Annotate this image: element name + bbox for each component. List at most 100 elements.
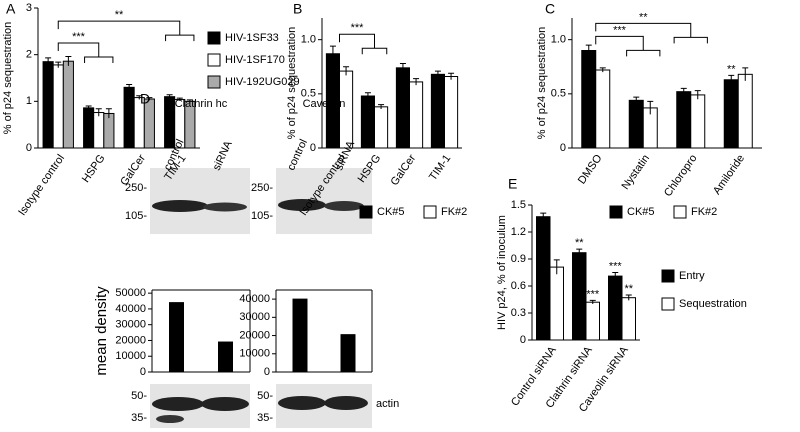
bar bbox=[581, 50, 597, 149]
y-tick-label: 20000 bbox=[239, 329, 270, 341]
significance: ** bbox=[624, 283, 633, 295]
error-bar bbox=[413, 78, 420, 86]
error-bar bbox=[448, 72, 455, 80]
bracket bbox=[57, 42, 114, 63]
bar bbox=[409, 81, 424, 149]
bar bbox=[572, 252, 587, 341]
legend-label: HIV-1SF33 bbox=[225, 32, 279, 44]
significance: ** bbox=[575, 237, 584, 249]
marker: 250- bbox=[125, 182, 147, 194]
bar bbox=[52, 64, 64, 149]
loading-control: actin bbox=[376, 398, 399, 410]
legend-swatch bbox=[207, 31, 221, 45]
annotation: ** bbox=[639, 11, 648, 23]
legend-label: Entry bbox=[679, 270, 705, 282]
error-bar bbox=[45, 57, 52, 66]
x-tick-label: TIM-1 bbox=[427, 153, 453, 183]
bar bbox=[723, 79, 739, 149]
bar bbox=[93, 112, 105, 149]
significance: *** bbox=[586, 288, 600, 300]
y-tick-label: 0 bbox=[140, 366, 146, 378]
marker: 50- bbox=[257, 390, 273, 402]
blot-band bbox=[324, 396, 368, 410]
bracket bbox=[595, 22, 708, 44]
blot-band bbox=[156, 415, 184, 423]
bar bbox=[621, 297, 636, 341]
y-tick-label: 0.9 bbox=[511, 253, 526, 265]
legend-swatch bbox=[673, 205, 687, 219]
bar bbox=[360, 95, 375, 149]
annotation: *** bbox=[72, 31, 86, 43]
blots: 250- 105- 250- 105- 50- 35- 50- 35- acti… bbox=[125, 168, 399, 428]
error-bar bbox=[105, 108, 112, 119]
y-tick-label: 0.5 bbox=[551, 88, 566, 100]
error-bar bbox=[186, 99, 193, 103]
error-bar bbox=[576, 248, 583, 257]
error-bar bbox=[728, 74, 735, 85]
bar bbox=[169, 302, 184, 373]
legend-label: CK#5 bbox=[627, 206, 655, 218]
bar bbox=[536, 216, 551, 341]
error-bar bbox=[680, 87, 687, 95]
legend-label: FK#2 bbox=[441, 206, 467, 218]
legend-swatch bbox=[661, 297, 675, 311]
bar bbox=[628, 99, 644, 149]
bar bbox=[103, 112, 115, 149]
y-tick-label: 50000 bbox=[115, 287, 146, 299]
bracket bbox=[57, 20, 195, 42]
y-tick-label: 0 bbox=[26, 142, 32, 154]
marker: 35- bbox=[257, 412, 273, 424]
y-tick-label: 40000 bbox=[239, 293, 270, 305]
bar bbox=[164, 96, 176, 149]
y-tick-label: 0 bbox=[264, 366, 270, 378]
bar bbox=[690, 94, 706, 149]
y-tick-label: 10000 bbox=[239, 348, 270, 360]
bar bbox=[218, 341, 233, 373]
y-axis-label: % of p24 sequestration bbox=[286, 27, 298, 140]
bar bbox=[42, 61, 54, 149]
error-bar bbox=[136, 95, 143, 100]
bar bbox=[62, 60, 74, 149]
blot-band bbox=[152, 397, 204, 411]
error-bar bbox=[399, 63, 406, 73]
y-tick-label: 0.6 bbox=[511, 280, 526, 292]
legend-swatch bbox=[423, 205, 437, 219]
blot-band bbox=[324, 201, 364, 211]
panel-label: B bbox=[293, 1, 302, 17]
blot-title: Caveolin bbox=[303, 98, 346, 110]
y-tick-label: 10000 bbox=[115, 350, 146, 362]
panel-label: D bbox=[140, 91, 150, 107]
error-bar bbox=[343, 66, 350, 76]
y-tick-label: 1.0 bbox=[301, 34, 316, 46]
y-tick-label: 0 bbox=[520, 334, 526, 346]
error-bar bbox=[589, 299, 596, 304]
marker: 250- bbox=[251, 182, 273, 194]
blot-band bbox=[201, 397, 249, 411]
bar bbox=[737, 73, 753, 149]
y-tick-label: 1 bbox=[26, 95, 32, 107]
legend-label: Sequestration bbox=[679, 298, 747, 310]
legend-swatch bbox=[359, 205, 373, 219]
legend-swatch bbox=[207, 75, 221, 89]
bar bbox=[676, 91, 692, 149]
legend-swatch bbox=[207, 53, 221, 67]
x-tick-label: control bbox=[285, 137, 310, 172]
bar bbox=[608, 275, 623, 341]
x-tick-label: Isotype control bbox=[16, 153, 67, 218]
blot-band bbox=[278, 199, 326, 211]
y-tick-label: 40000 bbox=[115, 303, 146, 315]
y-tick-label: 30000 bbox=[115, 319, 146, 331]
x-tick-label: Nystatin bbox=[619, 153, 652, 192]
error-bar bbox=[647, 100, 654, 115]
y-tick-label: 20000 bbox=[115, 334, 146, 346]
bar bbox=[395, 67, 410, 149]
panel-label: E bbox=[508, 176, 517, 192]
annotation: ** bbox=[115, 9, 124, 21]
error-bar bbox=[126, 84, 133, 91]
error-bar bbox=[553, 259, 560, 275]
significance: *** bbox=[609, 260, 623, 272]
error-bar bbox=[85, 105, 92, 110]
y-tick-label: 0.3 bbox=[511, 307, 526, 319]
significance: ** bbox=[727, 63, 736, 75]
y-tick-label: 0 bbox=[560, 142, 566, 154]
